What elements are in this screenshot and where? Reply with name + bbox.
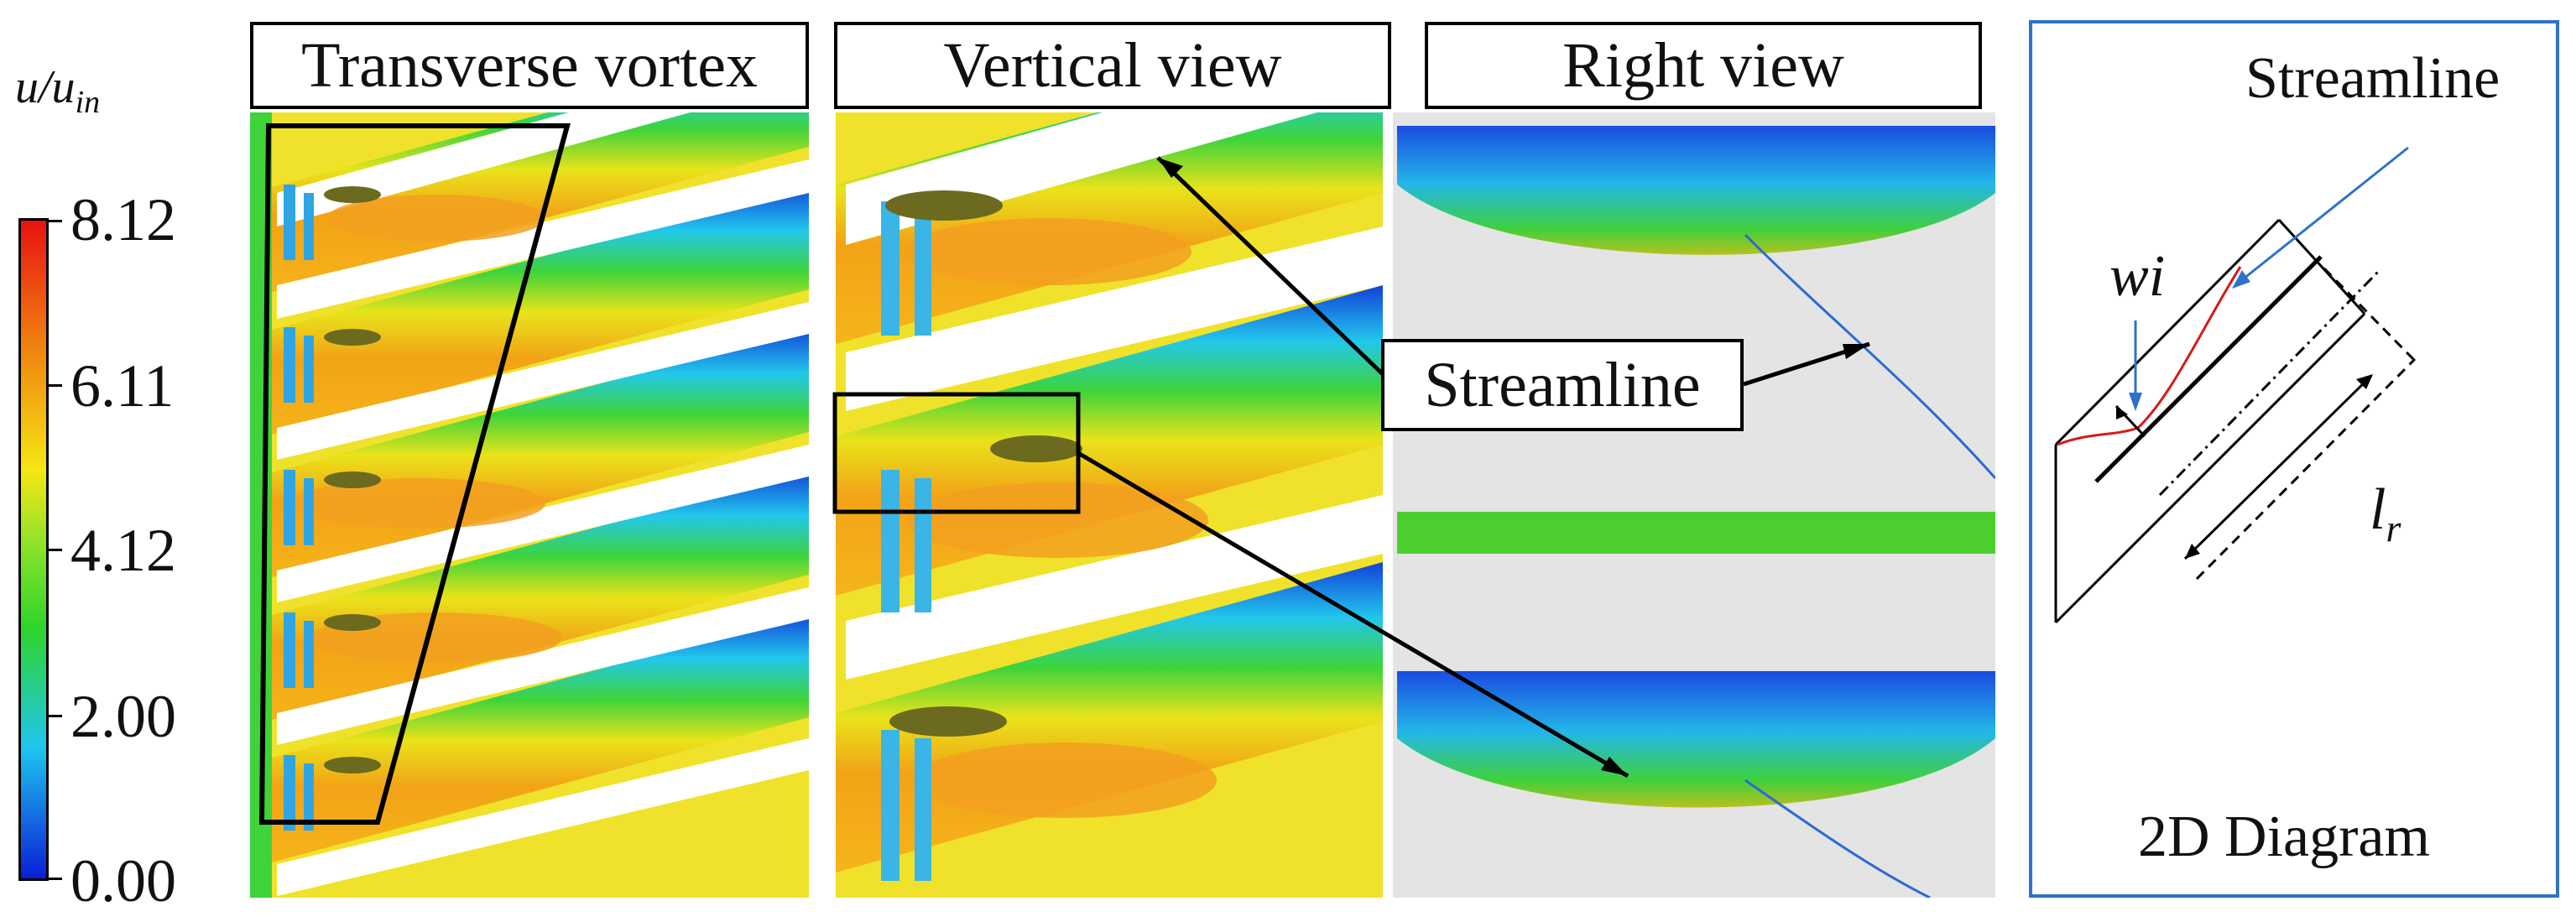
diagram-wi-label: wi	[2109, 244, 2166, 309]
colorbar-label-lower: 2.00	[70, 683, 176, 750]
right-view-contour	[1393, 112, 1995, 898]
streamline-callout-label: Streamline	[1381, 339, 1744, 431]
colorbar-tick	[49, 549, 62, 551]
transverse-vortex-contour	[250, 112, 809, 898]
panel-title-transverse: Transverse vortex	[250, 22, 809, 109]
colorbar-gradient	[18, 218, 49, 881]
colorbar-tick	[49, 220, 62, 222]
diagram-caption: 2D Diagram	[2138, 805, 2430, 869]
diagram-streamline-label: Streamline	[2245, 46, 2500, 111]
diagram-lr-label: lr	[2370, 477, 2401, 550]
panel-title-vertical: Vertical view	[834, 22, 1391, 109]
colorbar-label-mid: 4.12	[70, 517, 176, 584]
vertical-view-contour	[836, 112, 1383, 898]
colorbar-label-max: 8.12	[70, 186, 176, 253]
panel-title-right: Right view	[1425, 22, 1982, 109]
vortex-region-outline	[258, 123, 571, 825]
colorbar-tick	[49, 715, 62, 717]
diagram-streamline-curve	[2057, 266, 2242, 446]
colorbar-tick	[49, 384, 62, 387]
colorbar-label-min: 0.00	[70, 847, 176, 914]
colorbar-label-upper: 6.11	[70, 352, 175, 419]
colorbar-title: u/uin	[15, 61, 101, 121]
fin-gap	[277, 112, 809, 896]
colorbar-tick	[49, 878, 62, 880]
